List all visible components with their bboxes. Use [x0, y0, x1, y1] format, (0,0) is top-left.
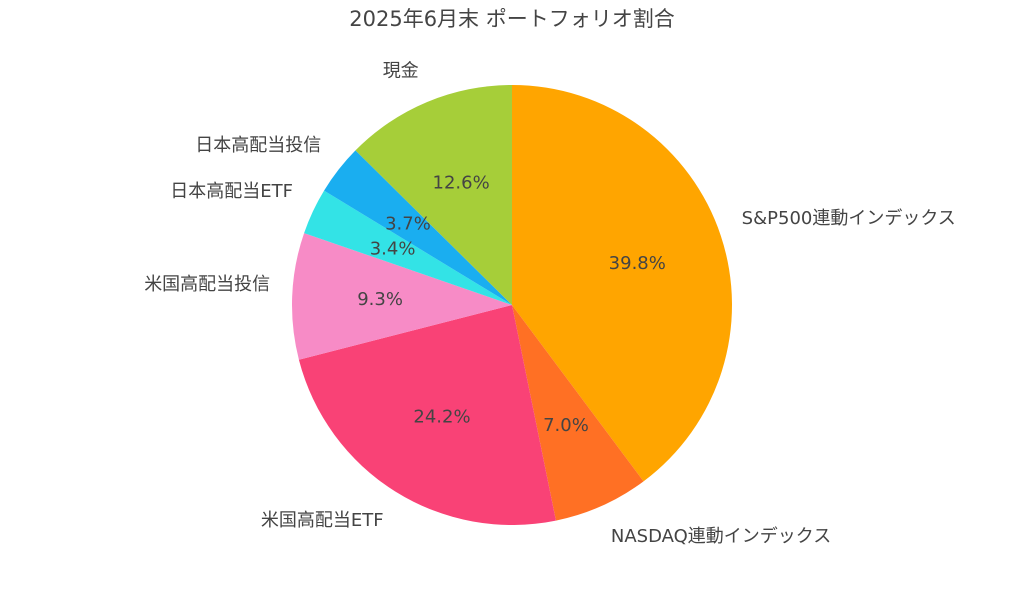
pie-slices: [292, 85, 732, 526]
pie-slice-6: [355, 85, 512, 305]
pie-slice-4: [304, 190, 512, 305]
pie-labels: S&P500連動インデックス 39.8% NASDAQ連動インデックス 7.0% 米国高…: [144, 61, 956, 547]
slice-pct-label-0: 39.8%: [609, 253, 666, 274]
pie-slice-1: [512, 305, 644, 521]
slice-label-1: NASDAQ連動インデックス: [611, 526, 831, 547]
pie-slice-2: [298, 305, 556, 526]
slice-pct-label-6: 12.6%: [433, 173, 490, 194]
slice-label-2: 米国高配当ETF: [261, 510, 384, 531]
slice-label-3: 米国高配当投信: [144, 274, 270, 295]
slice-pct-label-5: 3.7%: [385, 213, 431, 234]
pie-slice-5: [324, 150, 512, 305]
slice-pct-label-3: 9.3%: [357, 289, 403, 310]
slice-pct-label-1: 7.0%: [543, 415, 589, 436]
pie-slice-3: [292, 233, 512, 360]
slice-label-0: S&P500連動インデックス: [742, 208, 956, 229]
slice-label-4: 日本高配当ETF: [170, 181, 293, 202]
slice-pct-label-4: 3.4%: [370, 238, 416, 259]
chart-title: 2025年6月末 ポートフォリオ割合: [349, 7, 674, 31]
slice-label-6: 現金: [383, 61, 419, 82]
slice-label-5: 日本高配当投信: [195, 135, 321, 156]
slice-pct-label-2: 24.2%: [413, 406, 470, 427]
pie-slice-0: [512, 85, 732, 482]
